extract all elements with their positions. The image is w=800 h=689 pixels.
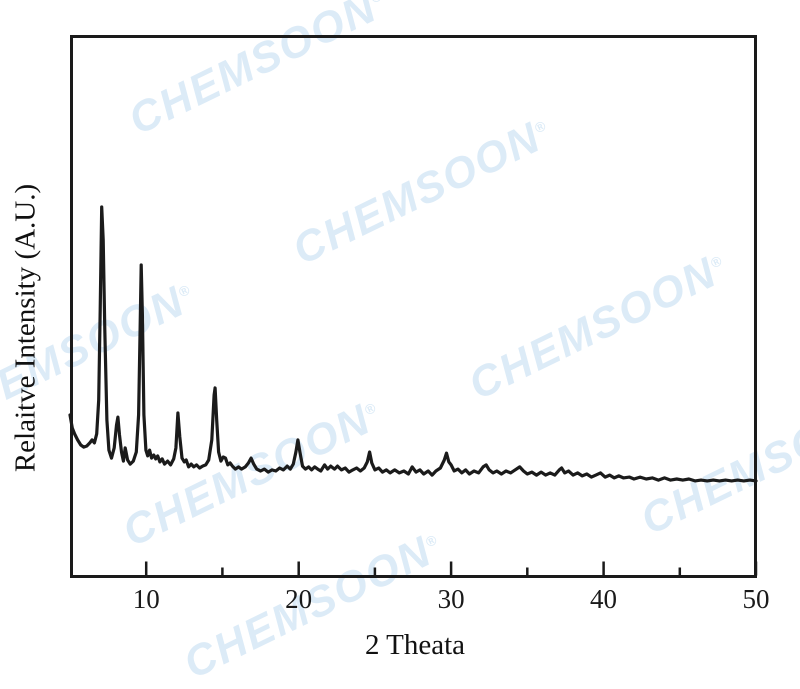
x-tick-label: 20	[285, 584, 313, 614]
y-axis-title: Relaitve Intensity (A.U.)	[9, 183, 42, 473]
diffraction-curve	[68, 205, 758, 483]
x-tick-label: 40	[590, 584, 618, 614]
x-axis-title: 2 Theata	[364, 629, 466, 661]
x-tick-label: 30	[437, 584, 465, 614]
x-axis-ticks	[144, 561, 758, 576]
x-tick-label: 10	[132, 584, 160, 614]
xrd-plot	[68, 35, 758, 578]
plot-border	[70, 35, 757, 578]
x-tick-label: 50	[742, 584, 770, 614]
